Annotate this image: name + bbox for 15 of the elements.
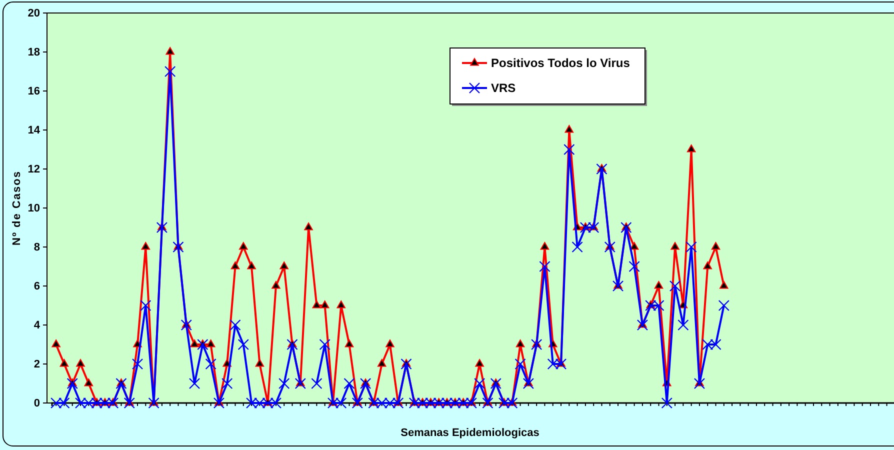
y-tick-label: 2 bbox=[34, 358, 40, 371]
y-tick-label: 20 bbox=[28, 8, 40, 20]
y-axis-title: Nº de Casos bbox=[11, 170, 23, 246]
legend-label: VRS bbox=[491, 81, 516, 96]
x-axis-title: Semanas Epidemiologicas bbox=[400, 427, 540, 439]
y-tick-label: 10 bbox=[28, 202, 40, 215]
y-tick-label: 8 bbox=[34, 242, 40, 254]
y-tick-label: 4 bbox=[34, 320, 41, 332]
y-tick-label: 16 bbox=[28, 86, 40, 98]
y-tick-label: 0 bbox=[34, 398, 40, 410]
legend-label: Positivos Todos lo Virus bbox=[491, 56, 630, 70]
y-tick-label: 18 bbox=[28, 46, 40, 59]
y-tick-label: 12 bbox=[28, 164, 40, 176]
y-tick-label: 14 bbox=[28, 124, 41, 137]
y-tick-label: 6 bbox=[34, 280, 40, 293]
